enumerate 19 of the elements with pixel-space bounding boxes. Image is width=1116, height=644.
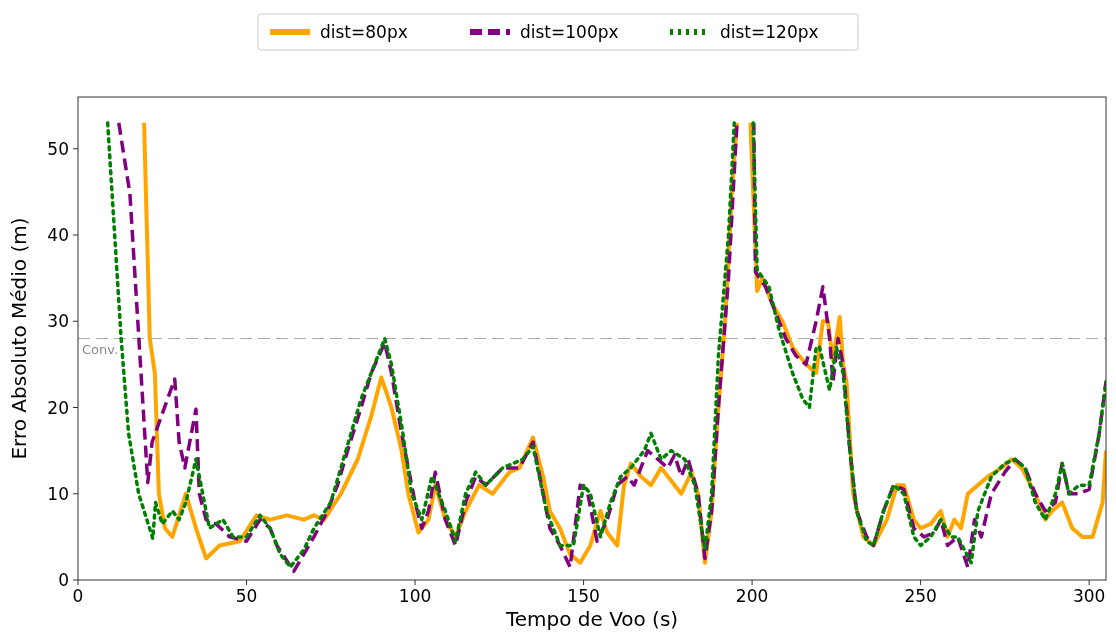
x-tick-label: 250 bbox=[904, 586, 937, 606]
x-tick-label: 100 bbox=[398, 586, 432, 606]
legend-label: dist=120px bbox=[720, 22, 819, 42]
legend-label: dist=80px bbox=[320, 22, 408, 42]
x-tick-label: 150 bbox=[567, 586, 600, 606]
y-tick-label: 20 bbox=[47, 397, 69, 418]
legend-label: dist=100px bbox=[520, 22, 619, 42]
y-tick-label: 10 bbox=[47, 483, 69, 504]
ref-line-label: Conv. bbox=[82, 341, 119, 357]
x-axis-title: Tempo de Voo (s) bbox=[504, 607, 679, 631]
x-tick-label: 200 bbox=[735, 586, 769, 606]
y-tick-label: 40 bbox=[47, 225, 69, 245]
x-tick-label: 0 bbox=[72, 586, 84, 606]
x-tick-label: 50 bbox=[235, 586, 258, 606]
y-tick-label: 30 bbox=[47, 311, 69, 332]
y-axis-title: Erro Absoluto Médio (m) bbox=[7, 217, 31, 460]
y-tick-label: 50 bbox=[47, 138, 69, 159]
x-tick-label: 300 bbox=[1072, 586, 1106, 606]
y-tick-label: 0 bbox=[58, 570, 69, 590]
